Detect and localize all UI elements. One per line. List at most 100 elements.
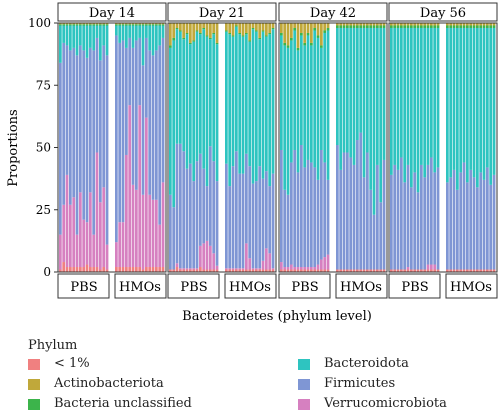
bar-segment-firm [245,153,248,244]
bar-segment-bact [209,39,212,147]
bar-segment-unclass [158,24,162,26]
bar-segment-lt1 [426,269,430,272]
facet-strip-label: Day 56 [420,6,466,21]
bar-segment-unclass [280,32,283,36]
bar-segment-verru [290,264,293,270]
bar-segment-firm [92,50,96,235]
bar-segment-lt1 [413,269,417,272]
bar-segment-firm [151,55,155,200]
bar-segment-lt1 [195,269,199,272]
bar-segment-actino [393,23,397,26]
group-label-box [167,273,220,299]
bar-segment-actino [423,23,427,26]
bar-segment-actino [400,23,403,26]
bar-segment-lt1 [199,267,202,272]
group-label-box [114,273,167,299]
bar-segment-lt1 [296,269,300,272]
bar-segment-actino [79,23,82,25]
bar-segment-unclass [265,35,268,37]
bar-segment-actino [225,23,228,31]
bar-segment-firm [479,172,483,270]
bar-segment-firm [286,194,290,268]
bar-segment-firm [179,143,182,269]
bar-segment-verru [151,199,155,268]
legend-label: < 1% [54,356,90,371]
bar-segment-bact [161,25,165,38]
group-label: HMOs [450,280,492,295]
bar-segment-firm [359,132,363,270]
bar-segment-firm [396,169,400,270]
bar-segment-firm [241,173,245,269]
bar-segment-unclass [85,24,89,26]
bar-segment-firm [199,153,202,246]
bar-segment-unclass [72,24,76,26]
bar-segment-unclass [248,40,252,42]
bar-segment-firm [82,50,86,220]
y-tick-label: 0 [43,265,51,279]
bar-segment-firm [69,50,72,205]
bar-segment-lt1 [189,269,192,272]
bar-segment-actino [209,23,212,38]
bar-segment-unclass [469,25,473,28]
bar-segment-firm [158,45,162,225]
bar-segment-firm [131,47,135,185]
bar-segment-verru [185,268,189,270]
bar-segment-firm [175,143,179,264]
bar-segment-unclass [416,25,420,28]
bar-segment-firm [105,55,109,245]
bar-segment-bact [436,27,440,168]
bar-segment-bact [135,25,138,41]
bar-segment-actino [102,23,106,25]
bar-segment-actino [313,23,317,28]
bar-segment-unclass [205,35,209,37]
bar-segment-firm [403,182,407,270]
bar-segment-bact [352,27,356,165]
bar-segment-bact [446,27,449,183]
bar-segment-lt1 [175,267,179,272]
bar-segment-unclass [141,24,145,26]
bar-segment-verru [426,264,430,270]
bar-segment-verru [296,267,300,270]
bar-segment-bact [456,27,459,190]
bar-segment-bact [303,45,307,168]
bar-segment-unclass [189,42,192,45]
bar-segment-lt1 [235,269,238,272]
bar-segment-firm [280,149,283,263]
bar-segment-unclass [79,24,82,26]
y-axis: 0 25 50 75 100 [28,16,58,279]
bar-segment-actino [446,23,449,26]
bar-segment-lt1 [436,269,440,272]
facet-3: Day 42 PBS HMOs [278,2,388,299]
bar-segment-verru [205,240,209,270]
bar-segment-firm [296,172,300,268]
bar-segment-lt1 [248,269,252,272]
bar-segment-lt1 [416,269,420,272]
bar-segment-bact [300,35,303,146]
bar-segment-lt1 [268,269,272,272]
bar-segment-firm [99,60,102,203]
bar-segment-unclass [433,25,437,28]
facet-strip [167,2,277,22]
y-tick-label: 50 [36,141,51,155]
bar-segment-unclass [195,30,199,32]
bar-segment-bact [313,30,317,168]
bar-segment-unclass [151,24,155,26]
facet-border [388,22,498,273]
bar-segment-bact [89,25,92,48]
bar-segment-firm [161,37,165,183]
bar-segment-bact [175,29,179,144]
bar-segment-lt1 [393,269,397,272]
bar-segment-lt1 [430,269,433,272]
bar-segment-lt1 [85,264,89,272]
bar-segment-bact [296,50,300,173]
bar-segment-actino [145,23,148,25]
bar-segment-bact [82,25,86,51]
bar-segment-actino [151,23,155,25]
bar-segment-verru [118,222,122,268]
bar-segment-lt1 [158,267,162,272]
bar-segment-unclass [95,24,99,26]
bar-segment-lt1 [125,267,128,272]
bar-segment-bact [420,27,423,165]
bar-segment-unclass [225,30,228,32]
bar-segment-unclass [406,25,410,28]
